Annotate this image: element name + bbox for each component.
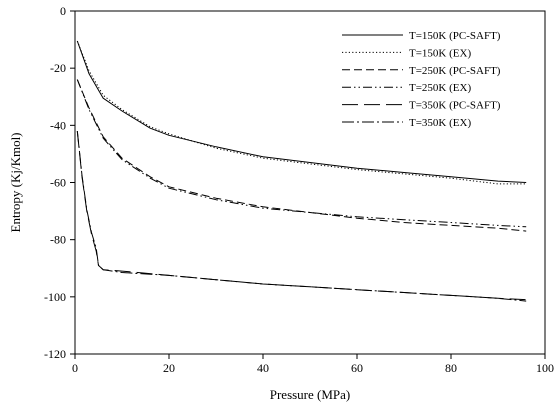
legend-label: T=350K (EX) (409, 117, 471, 129)
legend-label: T=150K (EX) (409, 47, 471, 59)
plot-area (74, 10, 546, 355)
y-tick-label: -20 (50, 61, 66, 75)
series-line (76, 79, 527, 232)
y-axis-label: Entropy (Kj/Kmol) (8, 132, 23, 232)
series-line (76, 40, 527, 185)
series-line (76, 131, 527, 302)
y-tick-label: -100 (44, 290, 66, 304)
x-tick-label: 20 (163, 361, 175, 375)
y-tick-label: 0 (60, 4, 66, 18)
legend-label: T=250K (PC-SAFT) (409, 65, 501, 77)
y-tick-label: -80 (50, 233, 66, 247)
y-tick-label: -120 (44, 347, 66, 361)
x-tick-label: 40 (257, 361, 269, 375)
axis-ticks: 0 20 40 60 80 100 0 -20 -40 -60 -80 -100 -120 (44, 4, 554, 375)
series-line (76, 79, 527, 228)
legend-label: T=150K (PC-SAFT) (409, 30, 501, 42)
y-tick-label: -60 (50, 176, 66, 190)
legend-label: T=350K (PC-SAFT) (409, 100, 501, 112)
x-tick-label: 60 (351, 361, 363, 375)
series-line (76, 131, 527, 301)
x-tick-label: 100 (536, 361, 554, 375)
x-tick-label: 0 (72, 361, 78, 375)
y-tick-label: -40 (50, 118, 66, 132)
x-axis-label: Pressure (MPa) (270, 387, 351, 402)
series-group (76, 40, 527, 302)
legend-label: T=250K (EX) (409, 82, 471, 94)
series-line (76, 40, 527, 183)
x-tick-label: 80 (445, 361, 457, 375)
legend: T=150K (PC-SAFT) T=150K (EX) T=250K (PC-SA… (342, 30, 501, 129)
